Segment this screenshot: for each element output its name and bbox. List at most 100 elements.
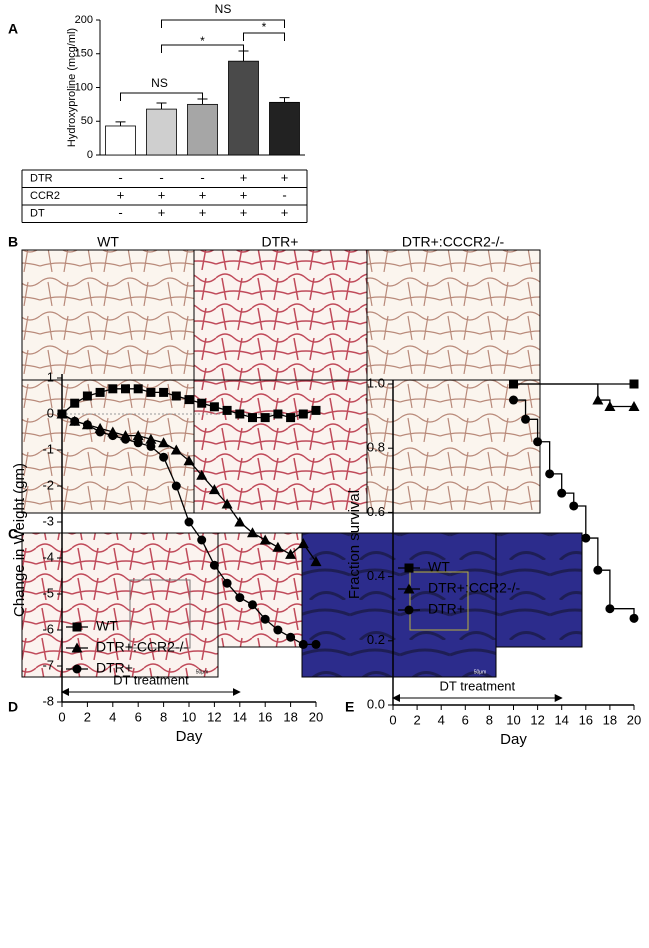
row-label: CCR2 bbox=[30, 190, 60, 202]
inset-box bbox=[129, 579, 191, 649]
point bbox=[605, 604, 615, 614]
series-line bbox=[513, 399, 635, 619]
panel-letter: A bbox=[8, 21, 18, 37]
x-tick-label: 2 bbox=[413, 712, 420, 727]
point bbox=[298, 409, 308, 419]
point bbox=[248, 413, 257, 423]
significance: NS bbox=[215, 2, 232, 16]
x-tick-label: 16 bbox=[258, 709, 272, 724]
point bbox=[196, 469, 208, 480]
scale-bar-label: 50μm bbox=[196, 669, 209, 675]
panel-letter: D bbox=[8, 699, 18, 715]
x-tick-label: 10 bbox=[506, 712, 520, 727]
point bbox=[259, 534, 271, 545]
treatment-label: DT treatment bbox=[113, 672, 189, 687]
panel-letter: E bbox=[345, 699, 354, 715]
panel-letter: B bbox=[8, 234, 18, 250]
legend-label: DTR+ bbox=[96, 660, 133, 676]
point bbox=[234, 516, 246, 527]
error-bar bbox=[115, 121, 126, 126]
point bbox=[604, 400, 616, 411]
legend-marker bbox=[72, 664, 82, 674]
table-cell: + bbox=[117, 188, 125, 203]
point bbox=[628, 400, 640, 411]
x-tick-label: 4 bbox=[438, 712, 445, 727]
x-tick-label: 8 bbox=[486, 712, 493, 727]
micrograph bbox=[217, 532, 303, 648]
bar bbox=[228, 60, 259, 156]
x-tick-label: 6 bbox=[135, 709, 142, 724]
legend-marker bbox=[71, 642, 83, 653]
y-tick-label: 0 bbox=[47, 405, 54, 420]
table-cell: + bbox=[281, 170, 289, 185]
y-tick-label: 0.2 bbox=[367, 632, 385, 647]
y-tick-label: -8 bbox=[42, 693, 54, 708]
point bbox=[557, 488, 567, 498]
bar bbox=[269, 101, 300, 156]
point bbox=[509, 395, 518, 405]
x-tick-label: 4 bbox=[109, 709, 116, 724]
micrographs-b bbox=[21, 249, 541, 514]
point bbox=[57, 409, 67, 419]
x-tick-label: 6 bbox=[462, 712, 469, 727]
micrograph bbox=[193, 249, 368, 381]
point bbox=[121, 434, 130, 444]
point bbox=[183, 455, 195, 466]
y-tick-label: 1 bbox=[47, 369, 54, 384]
legend-label: DTR+:CCR2-/- bbox=[96, 639, 189, 655]
point bbox=[298, 639, 308, 649]
x-tick-label: 8 bbox=[160, 709, 167, 724]
point bbox=[581, 533, 591, 543]
point bbox=[310, 556, 322, 567]
y-tick-label: -4 bbox=[42, 549, 54, 564]
bracket bbox=[120, 92, 203, 101]
micrograph bbox=[301, 532, 497, 678]
x-tick-label: 10 bbox=[182, 709, 196, 724]
point bbox=[209, 402, 219, 412]
legend-label: DTR+ bbox=[428, 601, 465, 617]
table-cell: - bbox=[118, 205, 122, 220]
table-cell: + bbox=[281, 205, 289, 220]
point bbox=[171, 391, 181, 401]
table-cell: - bbox=[159, 170, 163, 185]
table-cell: + bbox=[158, 205, 166, 220]
x-tick-label: 20 bbox=[309, 709, 323, 724]
x-tick-label: 18 bbox=[283, 709, 297, 724]
column-header: WT bbox=[97, 234, 119, 250]
micrograph bbox=[193, 379, 368, 514]
panel-letter: C bbox=[8, 526, 18, 542]
point bbox=[70, 398, 80, 408]
point bbox=[146, 387, 156, 397]
point bbox=[222, 405, 232, 415]
row-label: DTR bbox=[30, 173, 53, 185]
point bbox=[159, 387, 169, 397]
point bbox=[171, 481, 181, 491]
x-tick-label: 2 bbox=[84, 709, 91, 724]
legend-marker bbox=[404, 563, 414, 573]
point bbox=[260, 614, 270, 624]
y-axis-label: Change in Weight (gm) bbox=[11, 463, 28, 617]
table-cell: - bbox=[282, 188, 286, 203]
y-axis-label: Fraction survival bbox=[346, 490, 363, 599]
micrographs-c: 50μm 50μm bbox=[21, 532, 583, 678]
point bbox=[70, 416, 80, 426]
y-tick-label: 0.4 bbox=[367, 568, 385, 583]
error-bar bbox=[156, 102, 167, 110]
point bbox=[592, 394, 604, 405]
table-cell: + bbox=[240, 170, 248, 185]
point bbox=[521, 414, 531, 424]
point bbox=[286, 413, 296, 423]
x-tick-label: 12 bbox=[530, 712, 544, 727]
bar bbox=[105, 125, 136, 156]
point bbox=[273, 625, 283, 635]
y-tick-label: -1 bbox=[42, 441, 54, 456]
point bbox=[95, 387, 105, 397]
significance: * bbox=[262, 20, 267, 34]
y-tick-label: -5 bbox=[42, 585, 54, 600]
bar bbox=[146, 108, 177, 156]
y-tick-label: 0.8 bbox=[367, 440, 385, 455]
table-cell: + bbox=[240, 205, 248, 220]
x-tick-label: 14 bbox=[233, 709, 247, 724]
point bbox=[629, 379, 639, 389]
